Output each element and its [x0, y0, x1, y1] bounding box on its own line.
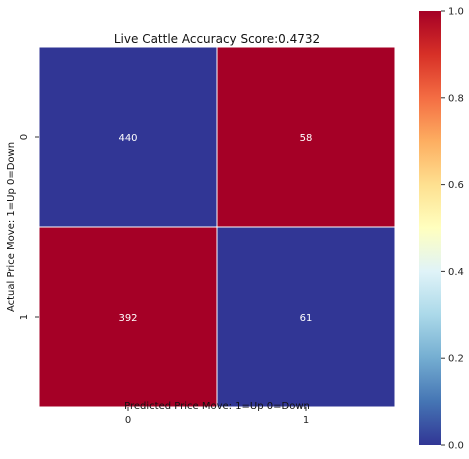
colorbar-tick-label: 0.2 — [448, 354, 464, 365]
chart-title: Live Cattle Accuracy Score:0.4732 — [114, 32, 320, 46]
colorbar-tick-label: 1.0 — [448, 7, 464, 18]
colorbar-ticks: 0.0 0.2 0.4 0.6 0.8 1.0 — [441, 7, 464, 452]
colorbar-tick-label: 0.0 — [448, 441, 464, 452]
colorbar-tick-label: 0.8 — [448, 93, 464, 104]
cell-value-label: 440 — [118, 133, 137, 144]
cell-value-label: 61 — [300, 313, 313, 324]
colorbar-tick-label: 0.6 — [448, 180, 464, 191]
heatmap-cell — [38, 226, 218, 408]
y-axis-label: Actual Price Move: 1=Up 0=Down — [6, 142, 17, 312]
x-tick-label: 1 — [303, 415, 309, 426]
y-axis-ticks: 01 — [19, 134, 39, 320]
colorbar — [419, 11, 441, 445]
x-tick-label: 0 — [125, 415, 131, 426]
y-tick-label: 1 — [19, 314, 30, 320]
y-tick-label: 0 — [19, 134, 30, 140]
x-axis-label: Predicted Price Move: 1=Up 0=Down — [124, 401, 310, 412]
heatmap-cells: 440 58 392 61 — [38, 46, 396, 408]
heatmap-cell — [216, 226, 396, 408]
cell-value-label: 392 — [118, 313, 137, 324]
heatmap-cell — [216, 46, 396, 228]
colorbar-tick-label: 0.4 — [448, 267, 464, 278]
heatmap-cell — [38, 46, 218, 228]
cell-value-label: 58 — [300, 133, 313, 144]
